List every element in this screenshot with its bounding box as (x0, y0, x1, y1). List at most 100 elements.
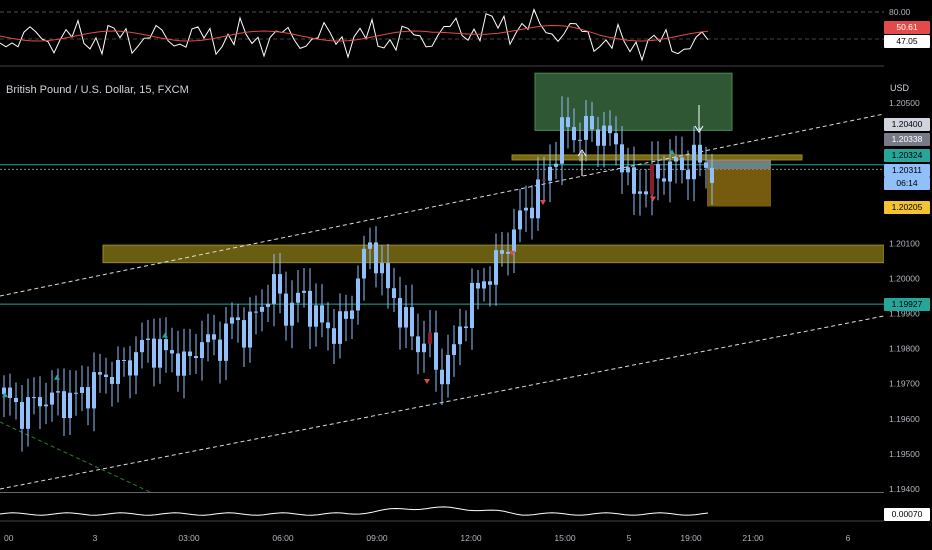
candle-body (44, 404, 48, 407)
currency-label: USD (890, 83, 910, 93)
main-price-chart[interactable] (0, 68, 884, 492)
candle-body (218, 339, 222, 361)
arrow-down-head (694, 125, 704, 133)
candle-body (704, 162, 708, 168)
supply-zone-green (534, 72, 733, 131)
time-tick-label: 21:00 (742, 533, 764, 543)
candle-body (650, 163, 654, 195)
candle-body (476, 282, 480, 289)
price-tick-label: 1.19400 (889, 484, 920, 494)
rsi-indicator-panel[interactable] (0, 0, 884, 68)
candle-body (398, 298, 402, 328)
candle-body (110, 377, 114, 384)
candle-body (524, 207, 528, 211)
candle-body (698, 144, 702, 163)
candle-body (290, 302, 294, 326)
candle-body (584, 115, 588, 140)
candle-body (242, 320, 246, 348)
candle-body (176, 353, 180, 376)
price-axis[interactable]: 1.20500 1.20100 1.20000 1.19900 1.19800 1.197… (884, 0, 932, 550)
candle-body (128, 360, 132, 376)
symbol-title: British Pound / U.S. Dollar, 15, FXCM (6, 84, 189, 96)
candle-body (464, 326, 468, 328)
rsi-tick-label: 80.00 (889, 7, 911, 17)
signal-up-marker (669, 149, 675, 155)
candle-body (62, 391, 66, 419)
candle-body (158, 339, 162, 368)
candle-body (578, 139, 582, 141)
candle-body (344, 311, 348, 319)
signal-down-marker (650, 196, 656, 202)
signal-down-marker (509, 250, 515, 256)
candle-body (272, 274, 276, 304)
candle-body (332, 328, 336, 344)
time-tick-label: 6 (846, 533, 851, 543)
candle-body (692, 144, 696, 180)
candle-body (392, 288, 396, 299)
rsi-value-tag-ma: 50.61 (884, 21, 930, 34)
candle-body (74, 392, 78, 394)
candle-body (134, 352, 138, 376)
candle-body (236, 317, 240, 321)
candle-body (194, 356, 198, 359)
candle-body (68, 392, 72, 419)
candle-body (314, 305, 318, 327)
candle-body (560, 117, 564, 164)
candle-body (86, 387, 90, 409)
time-tick-label: 00 (4, 533, 14, 543)
price-tag-p5: 06:14 (884, 177, 930, 190)
candle-body (488, 281, 492, 285)
candle-body (152, 338, 156, 368)
candle-body (362, 248, 366, 279)
candle-body (368, 242, 372, 249)
candle-body (26, 397, 30, 429)
candle-body (92, 372, 96, 409)
resistance-zone-upper (511, 154, 803, 161)
bottom-indicator-value-tag: 0.00070 (884, 508, 930, 521)
candle-body (380, 263, 384, 274)
candle-body (116, 359, 120, 384)
candle-body (386, 263, 390, 289)
price-tag-p7: 1.19927 (884, 298, 930, 311)
candle-body (506, 251, 510, 254)
time-tick-label: 03:00 (178, 533, 200, 543)
price-tick-label: 1.19800 (889, 344, 920, 354)
bottom-indicator-panel[interactable] (0, 492, 884, 522)
candle-body (668, 161, 672, 182)
price-tick-label: 1.20100 (889, 238, 920, 248)
candle-body (38, 397, 42, 407)
price-tag-p2: 1.20338 (884, 133, 930, 146)
candle-body (548, 166, 552, 181)
time-tick-label: 12:00 (460, 533, 482, 543)
candle-body (662, 178, 666, 182)
time-tick-label: 09:00 (366, 533, 388, 543)
signal-down-marker (424, 378, 430, 384)
candle-body (182, 351, 186, 376)
time-axis[interactable]: 00 3 03:00 06:00 09:00 12:00 15:00 5 19:00 21:00 6 (0, 522, 884, 550)
candle-body (428, 332, 432, 344)
arrow-up-head (577, 149, 587, 157)
candle-body (500, 250, 504, 254)
candle-body (530, 207, 534, 219)
candle-body (104, 374, 108, 378)
candle-body (686, 170, 690, 180)
candle-body (638, 191, 642, 194)
candle-body (614, 133, 618, 145)
candle-body (458, 326, 462, 345)
candle-body (542, 179, 546, 181)
candle-body (56, 391, 60, 393)
candle-body (50, 392, 54, 405)
candle-body (140, 340, 144, 353)
price-tick-label: 1.19500 (889, 449, 920, 459)
candle-body (680, 157, 684, 171)
candle-body (608, 125, 612, 134)
candle-body (212, 334, 216, 340)
candle-body (518, 210, 522, 230)
bottom-indicator-line (0, 506, 709, 516)
candle-body (350, 310, 354, 319)
candle-body (536, 179, 540, 219)
candle-body (632, 167, 636, 194)
candle-body (434, 332, 438, 370)
candle-body (32, 397, 36, 399)
